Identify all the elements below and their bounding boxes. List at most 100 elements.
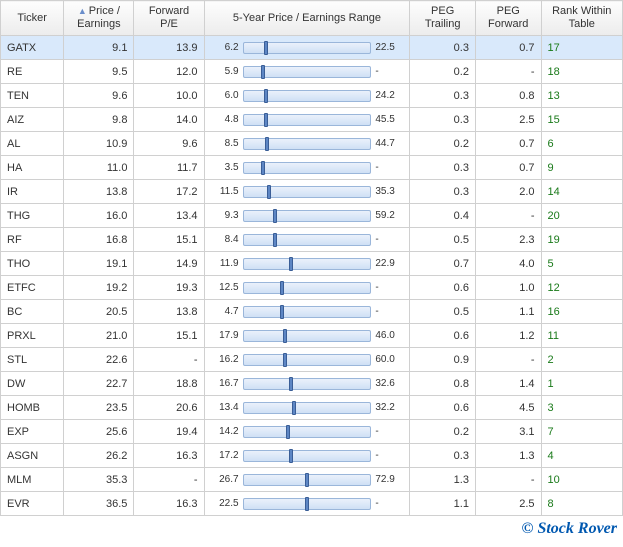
cell-pegt: 0.7 [410,252,476,276]
table-row[interactable]: AL10.99.68.544.70.20.76 [1,132,623,156]
range-min: 6.2 [211,42,239,53]
cell-rank: 8 [541,492,622,516]
cell-rank: 3 [541,396,622,420]
table-row[interactable]: STL22.6-16.260.00.9-2 [1,348,623,372]
range-max: 46.0 [375,330,403,341]
range-max: - [375,426,403,437]
col-header-range[interactable]: 5-Year Price / Earnings Range [204,1,410,36]
range-bar [243,306,372,318]
cell-range: 8.544.7 [204,132,410,156]
cell-fpe: - [134,468,204,492]
cell-pegf: 4.5 [475,396,541,420]
cell-fpe: 12.0 [134,60,204,84]
col-header-pe[interactable]: ▲Price / Earnings [64,1,134,36]
table-row[interactable]: BC20.513.84.7-0.51.116 [1,300,623,324]
table-row[interactable]: IR13.817.211.535.30.32.014 [1,180,623,204]
range-bar [243,162,372,174]
cell-rank: 10 [541,468,622,492]
cell-fpe: 10.0 [134,84,204,108]
cell-ticker: THO [1,252,64,276]
cell-ticker: BC [1,300,64,324]
col-header-ticker[interactable]: Ticker [1,1,64,36]
table-row[interactable]: RF16.815.18.4-0.52.319 [1,228,623,252]
range-bar [243,474,372,486]
cell-fpe: 13.9 [134,36,204,60]
range-min: 14.2 [211,426,239,437]
cell-ticker: ETFC [1,276,64,300]
range-marker [273,233,277,247]
cell-pe: 9.6 [64,84,134,108]
cell-fpe: 16.3 [134,444,204,468]
range-min: 22.5 [211,498,239,509]
table-row[interactable]: EXP25.619.414.2-0.23.17 [1,420,623,444]
cell-ticker: ASGN [1,444,64,468]
cell-pe: 9.8 [64,108,134,132]
cell-fpe: 13.8 [134,300,204,324]
cell-pegf: 1.4 [475,372,541,396]
range-marker [283,353,287,367]
cell-rank: 11 [541,324,622,348]
cell-pe: 20.5 [64,300,134,324]
cell-range: 9.359.2 [204,204,410,228]
cell-fpe: 14.9 [134,252,204,276]
table-row[interactable]: PRXL21.015.117.946.00.61.211 [1,324,623,348]
cell-pegt: 0.2 [410,420,476,444]
cell-pe: 9.1 [64,36,134,60]
cell-rank: 9 [541,156,622,180]
cell-pegf: 2.0 [475,180,541,204]
table-row[interactable]: THG16.013.49.359.20.4-20 [1,204,623,228]
range-min: 26.7 [211,474,239,485]
cell-pe: 19.1 [64,252,134,276]
table-row[interactable]: HA11.011.73.5-0.30.79 [1,156,623,180]
cell-pegf: 0.7 [475,36,541,60]
range-marker [273,209,277,223]
cell-rank: 6 [541,132,622,156]
range-marker [264,113,268,127]
range-bar [243,234,372,246]
cell-fpe: 11.7 [134,156,204,180]
range-min: 16.7 [211,378,239,389]
range-bar [243,66,372,78]
col-header-pegf[interactable]: PEG Forward [475,1,541,36]
table-row[interactable]: THO19.114.911.922.90.74.05 [1,252,623,276]
table-row[interactable]: RE9.512.05.9-0.2-18 [1,60,623,84]
cell-range: 4.845.5 [204,108,410,132]
cell-pe: 22.6 [64,348,134,372]
range-min: 5.9 [211,66,239,77]
range-max: - [375,498,403,509]
sort-asc-icon: ▲ [78,6,87,16]
table-row[interactable]: EVR36.516.322.5-1.12.58 [1,492,623,516]
range-max: - [375,282,403,293]
range-marker [305,497,309,511]
table-row[interactable]: HOMB23.520.613.432.20.64.53 [1,396,623,420]
cell-range: 11.535.3 [204,180,410,204]
cell-range: 13.432.2 [204,396,410,420]
col-header-fpe[interactable]: Forward P/E [134,1,204,36]
range-max: 32.6 [375,378,403,389]
cell-pegt: 0.3 [410,108,476,132]
range-bar [243,42,372,54]
range-max: 72.9 [375,474,403,485]
col-header-pegt[interactable]: PEG Trailing [410,1,476,36]
range-bar [243,282,372,294]
range-min: 13.4 [211,402,239,413]
cell-pegf: 3.1 [475,420,541,444]
header-row: Ticker ▲Price / Earnings Forward P/E 5-Y… [1,1,623,36]
table-row[interactable]: AIZ9.814.04.845.50.32.515 [1,108,623,132]
range-marker [261,65,265,79]
range-marker [261,161,265,175]
pe-table: Ticker ▲Price / Earnings Forward P/E 5-Y… [0,0,623,516]
table-row[interactable]: GATX9.113.96.222.50.30.717 [1,36,623,60]
table-row[interactable]: ETFC19.219.312.5-0.61.012 [1,276,623,300]
cell-ticker: RF [1,228,64,252]
cell-ticker: HA [1,156,64,180]
cell-ticker: TEN [1,84,64,108]
range-bar [243,354,372,366]
table-row[interactable]: ASGN26.216.317.2-0.31.34 [1,444,623,468]
table-row[interactable]: TEN9.610.06.024.20.30.813 [1,84,623,108]
cell-pegf: - [475,468,541,492]
cell-rank: 16 [541,300,622,324]
table-row[interactable]: DW22.718.816.732.60.81.41 [1,372,623,396]
col-header-rank[interactable]: Rank Within Table [541,1,622,36]
table-row[interactable]: MLM35.3-26.772.91.3-10 [1,468,623,492]
